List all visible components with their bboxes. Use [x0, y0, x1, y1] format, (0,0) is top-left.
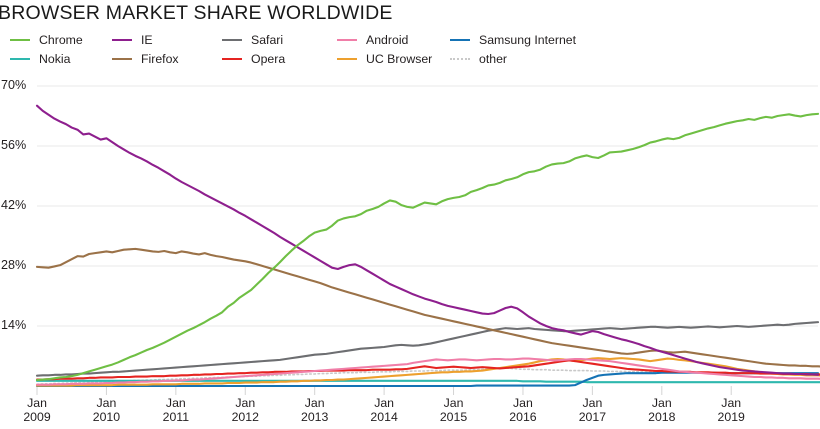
legend-item-label: UC Browser: [366, 52, 433, 66]
x-axis-tick-label: Jan 2013: [280, 396, 350, 424]
x-axis-tick-label: Jan 2010: [71, 396, 141, 424]
x-tick-month: Jan: [582, 396, 603, 410]
legend-item-samsung-internet[interactable]: Samsung Internet: [450, 32, 576, 48]
x-axis-tick-label: Jan 2009: [2, 396, 72, 424]
series-line-android: [35, 357, 820, 386]
x-tick-year: 2017: [578, 410, 607, 424]
series-group: [35, 104, 820, 388]
x-tick-month: Jan: [374, 396, 395, 410]
legend-swatch-icon: [10, 39, 30, 41]
x-axis-tick-label: Jan 2018: [627, 396, 697, 424]
x-tick-month: Jan: [27, 396, 47, 410]
series-line-chrome: [35, 112, 820, 382]
x-axis-tick-label: Jan 2012: [210, 396, 280, 424]
x-tick-month: Jan: [651, 396, 672, 410]
y-axis-tick-label: 70%: [1, 78, 27, 92]
x-tick-year: 2019: [717, 410, 745, 424]
legend-item-chrome[interactable]: Chrome: [10, 32, 83, 48]
x-tick-year: 2012: [231, 410, 259, 424]
legend-item-nokia[interactable]: Nokia: [10, 51, 70, 67]
legend-item-ie[interactable]: IE: [112, 32, 153, 48]
legend-swatch-icon: [222, 58, 242, 60]
y-axis-tick-label: 28%: [1, 258, 27, 272]
legend-item-label: Nokia: [39, 52, 71, 66]
y-axis-tick-label: 14%: [1, 318, 27, 332]
legend-item-label: Opera: [251, 52, 286, 66]
legend-item-label: Safari: [251, 33, 284, 47]
x-tick-month: Jan: [96, 396, 117, 410]
legend-item-safari[interactable]: Safari: [222, 32, 283, 48]
x-tick-year: 2018: [648, 410, 676, 424]
x-tick-year: 2009: [23, 410, 51, 424]
x-axis-tick-label: Jan 2016: [488, 396, 558, 424]
x-tick-month: Jan: [443, 396, 464, 410]
x-tick-year: 2010: [92, 410, 121, 424]
x-tick-marks: [36, 386, 732, 395]
x-tick-month: Jan: [721, 396, 742, 410]
series-line-ie: [35, 104, 820, 376]
legend-swatch-icon: [450, 58, 470, 60]
x-tick-year: 2015: [439, 410, 468, 424]
legend-item-label: other: [479, 52, 508, 66]
legend-item-label: IE: [141, 33, 153, 47]
x-axis-tick-label: Jan 2014: [349, 396, 419, 424]
x-tick-month: Jan: [304, 396, 325, 410]
legend-item-uc-browser[interactable]: UC Browser: [337, 51, 432, 67]
y-axis-tick-label: 56%: [1, 138, 27, 152]
gridlines: [37, 85, 818, 327]
legend-item-label: Samsung Internet: [479, 33, 577, 47]
series-line-safari: [35, 321, 820, 377]
x-tick-year: 2016: [509, 410, 537, 424]
legend-item-android[interactable]: Android: [337, 32, 408, 48]
legend-swatch-icon: [222, 39, 242, 41]
legend-swatch-icon: [337, 39, 357, 41]
x-tick-month: Jan: [165, 396, 186, 410]
legend-item-other[interactable]: other: [450, 51, 507, 67]
legend-swatch-icon: [10, 58, 30, 60]
x-axis-tick-label: Jan 2015: [419, 396, 489, 424]
legend-swatch-icon: [112, 58, 132, 60]
x-tick-year: 2014: [370, 410, 398, 424]
x-tick-year: 2013: [301, 410, 329, 424]
legend-item-label: Chrome: [39, 33, 83, 47]
legend-item-opera[interactable]: Opera: [222, 51, 285, 67]
legend-item-firefox[interactable]: Firefox: [112, 51, 179, 67]
legend-swatch-icon: [112, 39, 132, 41]
x-tick-month: Jan: [235, 396, 256, 410]
series-line-firefox: [35, 247, 820, 368]
legend-item-label: Firefox: [141, 52, 179, 66]
legend-swatch-icon: [450, 39, 470, 41]
x-tick-year: 2011: [162, 410, 190, 424]
x-tick-month: Jan: [513, 396, 533, 410]
legend-swatch-icon: [337, 58, 357, 60]
x-axis-tick-label: Jan 2019: [696, 396, 766, 424]
chart-legend: Chrome IE Safari Android Samsung Internet Nok…: [0, 32, 820, 68]
y-axis-tick-label: 42%: [1, 198, 27, 212]
x-axis-tick-label: Jan 2017: [557, 396, 627, 424]
x-axis-tick-label: Jan 2011: [141, 396, 211, 424]
legend-item-label: Android: [366, 33, 409, 47]
page-title: BROWSER MARKET SHARE WORLDWIDE: [0, 2, 393, 24]
